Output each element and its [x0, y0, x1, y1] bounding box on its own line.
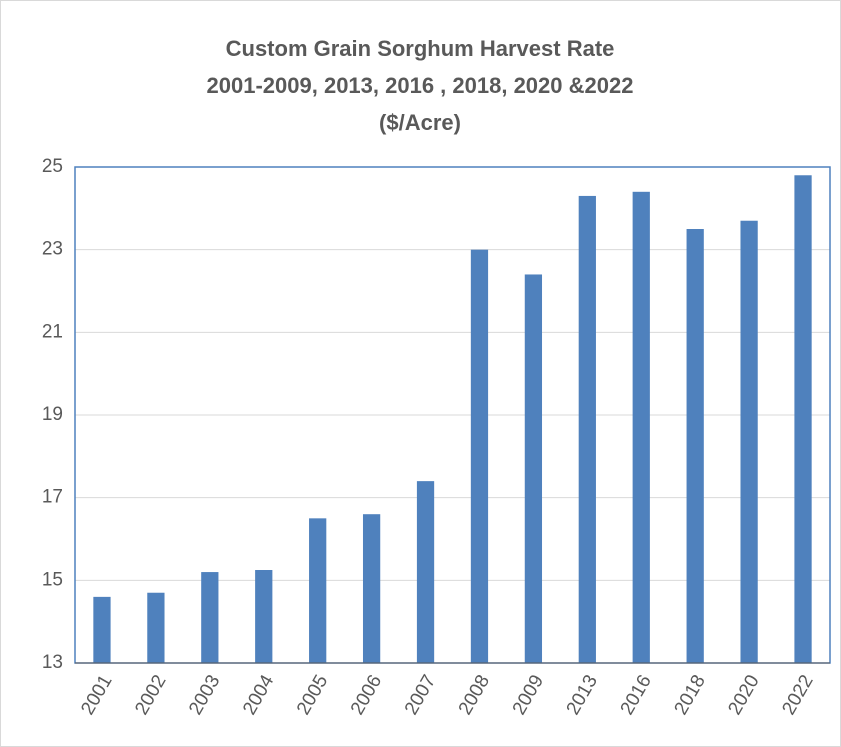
y-tick-label: 23	[42, 239, 63, 260]
bar	[686, 229, 704, 663]
bar	[309, 518, 327, 663]
chart-title: ($/Acre)	[379, 110, 461, 135]
y-tick-label: 17	[42, 487, 63, 508]
bar	[362, 514, 381, 663]
bar	[201, 572, 219, 663]
chart-title: Custom Grain Sorghum Harvest Rate	[226, 36, 615, 61]
bar	[794, 175, 812, 663]
bar	[632, 191, 650, 664]
bar	[740, 220, 758, 663]
y-tick-label: 13	[42, 652, 63, 673]
bar	[93, 596, 111, 663]
bar	[416, 481, 435, 663]
bar	[255, 570, 273, 663]
bar	[524, 274, 543, 663]
y-tick-label: 15	[42, 569, 63, 590]
bar	[578, 195, 596, 663]
chart-title: 2001-2009, 2013, 2016 , 2018, 2020 &2022	[207, 73, 634, 98]
bar	[470, 249, 489, 663]
y-tick-label: 25	[42, 156, 63, 177]
bar	[147, 592, 165, 663]
y-tick-label: 21	[42, 321, 63, 342]
y-tick-label: 19	[42, 404, 63, 425]
